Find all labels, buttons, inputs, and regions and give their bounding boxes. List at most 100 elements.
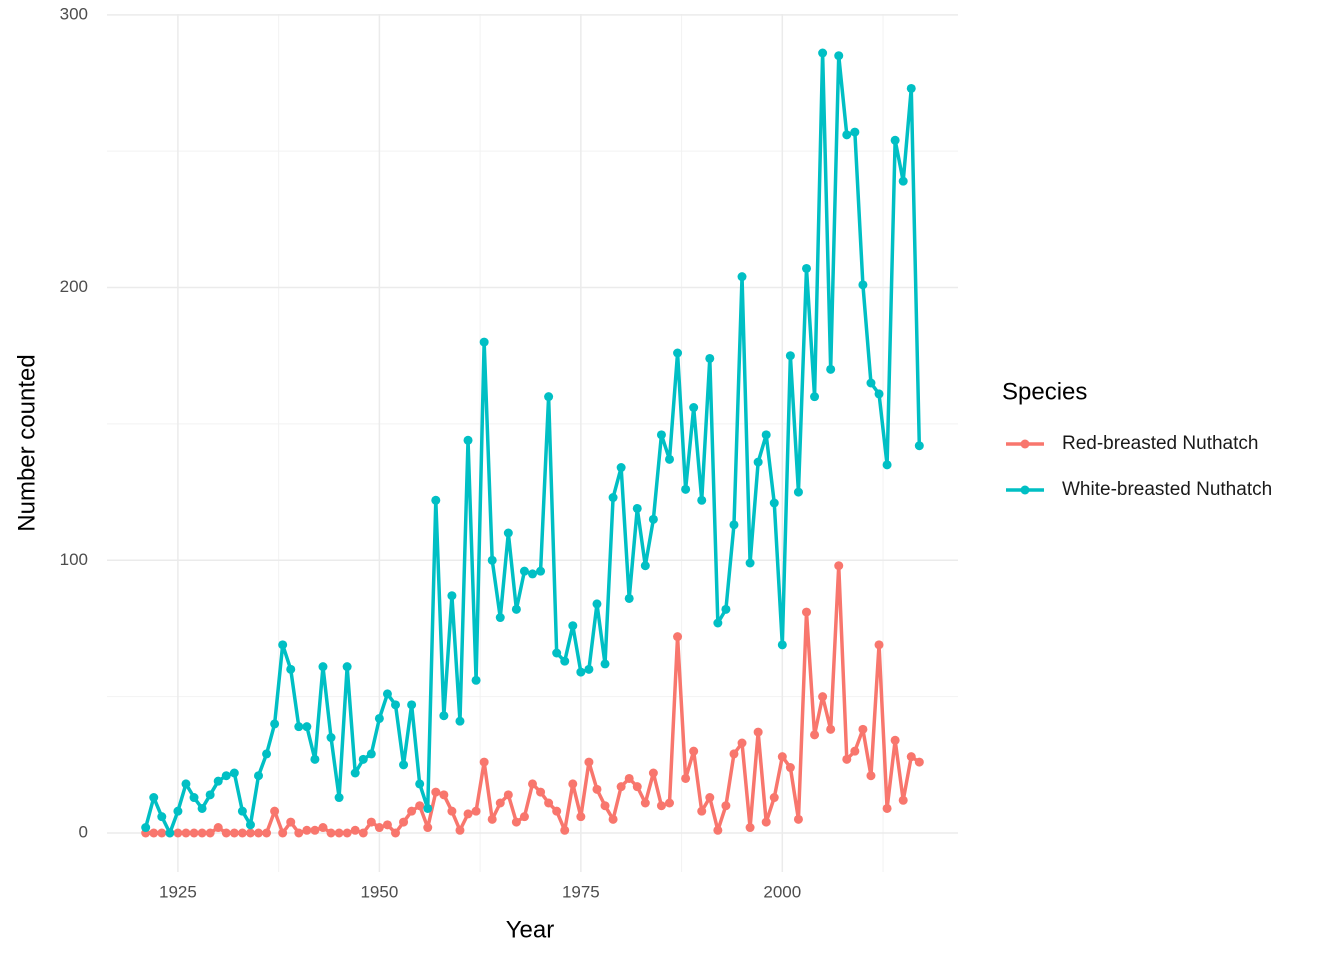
data-point [237, 806, 247, 816]
x-tick-label: 2000 [763, 882, 801, 901]
data-point [834, 51, 844, 61]
data-point [560, 825, 570, 835]
data-point [608, 493, 618, 503]
x-tick-label: 1975 [562, 882, 600, 901]
series-line [145, 563, 921, 835]
data-point [874, 389, 884, 399]
data-point [745, 558, 755, 568]
data-point [366, 749, 376, 759]
data-point [689, 746, 699, 756]
data-point [673, 632, 683, 642]
data-point [793, 814, 803, 824]
data-point [914, 441, 924, 451]
data-point [294, 722, 304, 732]
data-point [842, 130, 852, 140]
data-point [237, 828, 247, 838]
data-point [382, 689, 392, 699]
legend-title: Species [1002, 378, 1087, 405]
data-point [294, 828, 304, 838]
data-point [382, 820, 392, 830]
data-point [528, 569, 537, 579]
data-point [600, 801, 610, 811]
data-point [568, 621, 578, 631]
data-point [181, 828, 191, 838]
data-point [262, 828, 272, 838]
data-point [189, 793, 199, 803]
data-point [149, 828, 159, 838]
data-point [286, 817, 296, 827]
data-point [793, 487, 803, 497]
data-point [479, 337, 489, 347]
data-point [850, 746, 860, 756]
data-point [189, 828, 199, 838]
data-point [656, 801, 666, 811]
data-point [810, 730, 820, 740]
data-point [326, 828, 336, 838]
data-point [302, 722, 312, 732]
data-point [374, 713, 384, 723]
data-point [358, 754, 368, 764]
data-point [342, 828, 352, 838]
data-point [552, 806, 562, 816]
data-point [205, 828, 215, 838]
data-point [495, 798, 505, 808]
data-point [721, 801, 731, 811]
data-point [592, 784, 602, 794]
x-tick-label: 1950 [360, 882, 398, 901]
data-point [407, 806, 417, 816]
data-point [358, 828, 368, 838]
data-point [511, 817, 521, 827]
data-point [568, 779, 578, 789]
data-point [584, 664, 594, 674]
data-point [753, 457, 763, 467]
data-point [229, 828, 239, 838]
data-point [648, 768, 658, 778]
data-point [423, 823, 433, 833]
y-tick-label: 300 [60, 4, 88, 23]
data-point [431, 787, 441, 797]
data-point [801, 607, 811, 617]
data-point [173, 806, 183, 816]
data-point [350, 825, 360, 835]
data-point [326, 733, 336, 743]
data-point [278, 828, 288, 838]
data-point [576, 812, 586, 822]
data-point [761, 817, 771, 827]
legend-label: White-breasted Nuthatch [1062, 479, 1272, 500]
data-point [173, 828, 183, 838]
data-point [906, 752, 916, 762]
data-point [576, 667, 586, 677]
data-point [842, 754, 852, 764]
data-point [713, 825, 723, 835]
data-point [890, 735, 900, 745]
data-point [818, 692, 828, 702]
y-tick-label: 100 [60, 550, 88, 569]
data-point [479, 757, 489, 767]
data-point [648, 514, 658, 524]
data-point [229, 768, 239, 778]
data-point [350, 768, 360, 778]
y-tick-label: 200 [60, 277, 88, 296]
data-point [624, 593, 634, 603]
data-point [785, 351, 795, 361]
grid [107, 14, 958, 872]
data-point [664, 798, 674, 808]
data-point [777, 640, 787, 650]
data-point [761, 430, 771, 440]
data-point [447, 591, 457, 601]
data-point [278, 640, 288, 650]
data-point [898, 795, 908, 805]
data-point [165, 828, 175, 838]
data-point [503, 528, 513, 538]
data-point [245, 820, 255, 830]
data-point [181, 779, 191, 789]
data-point [245, 828, 255, 838]
data-point [729, 749, 739, 759]
data-point [777, 752, 787, 762]
y-tick-label: 0 [79, 822, 88, 841]
data-point [536, 566, 546, 576]
data-point [487, 555, 497, 565]
data-point [616, 782, 626, 792]
data-point [399, 760, 409, 770]
